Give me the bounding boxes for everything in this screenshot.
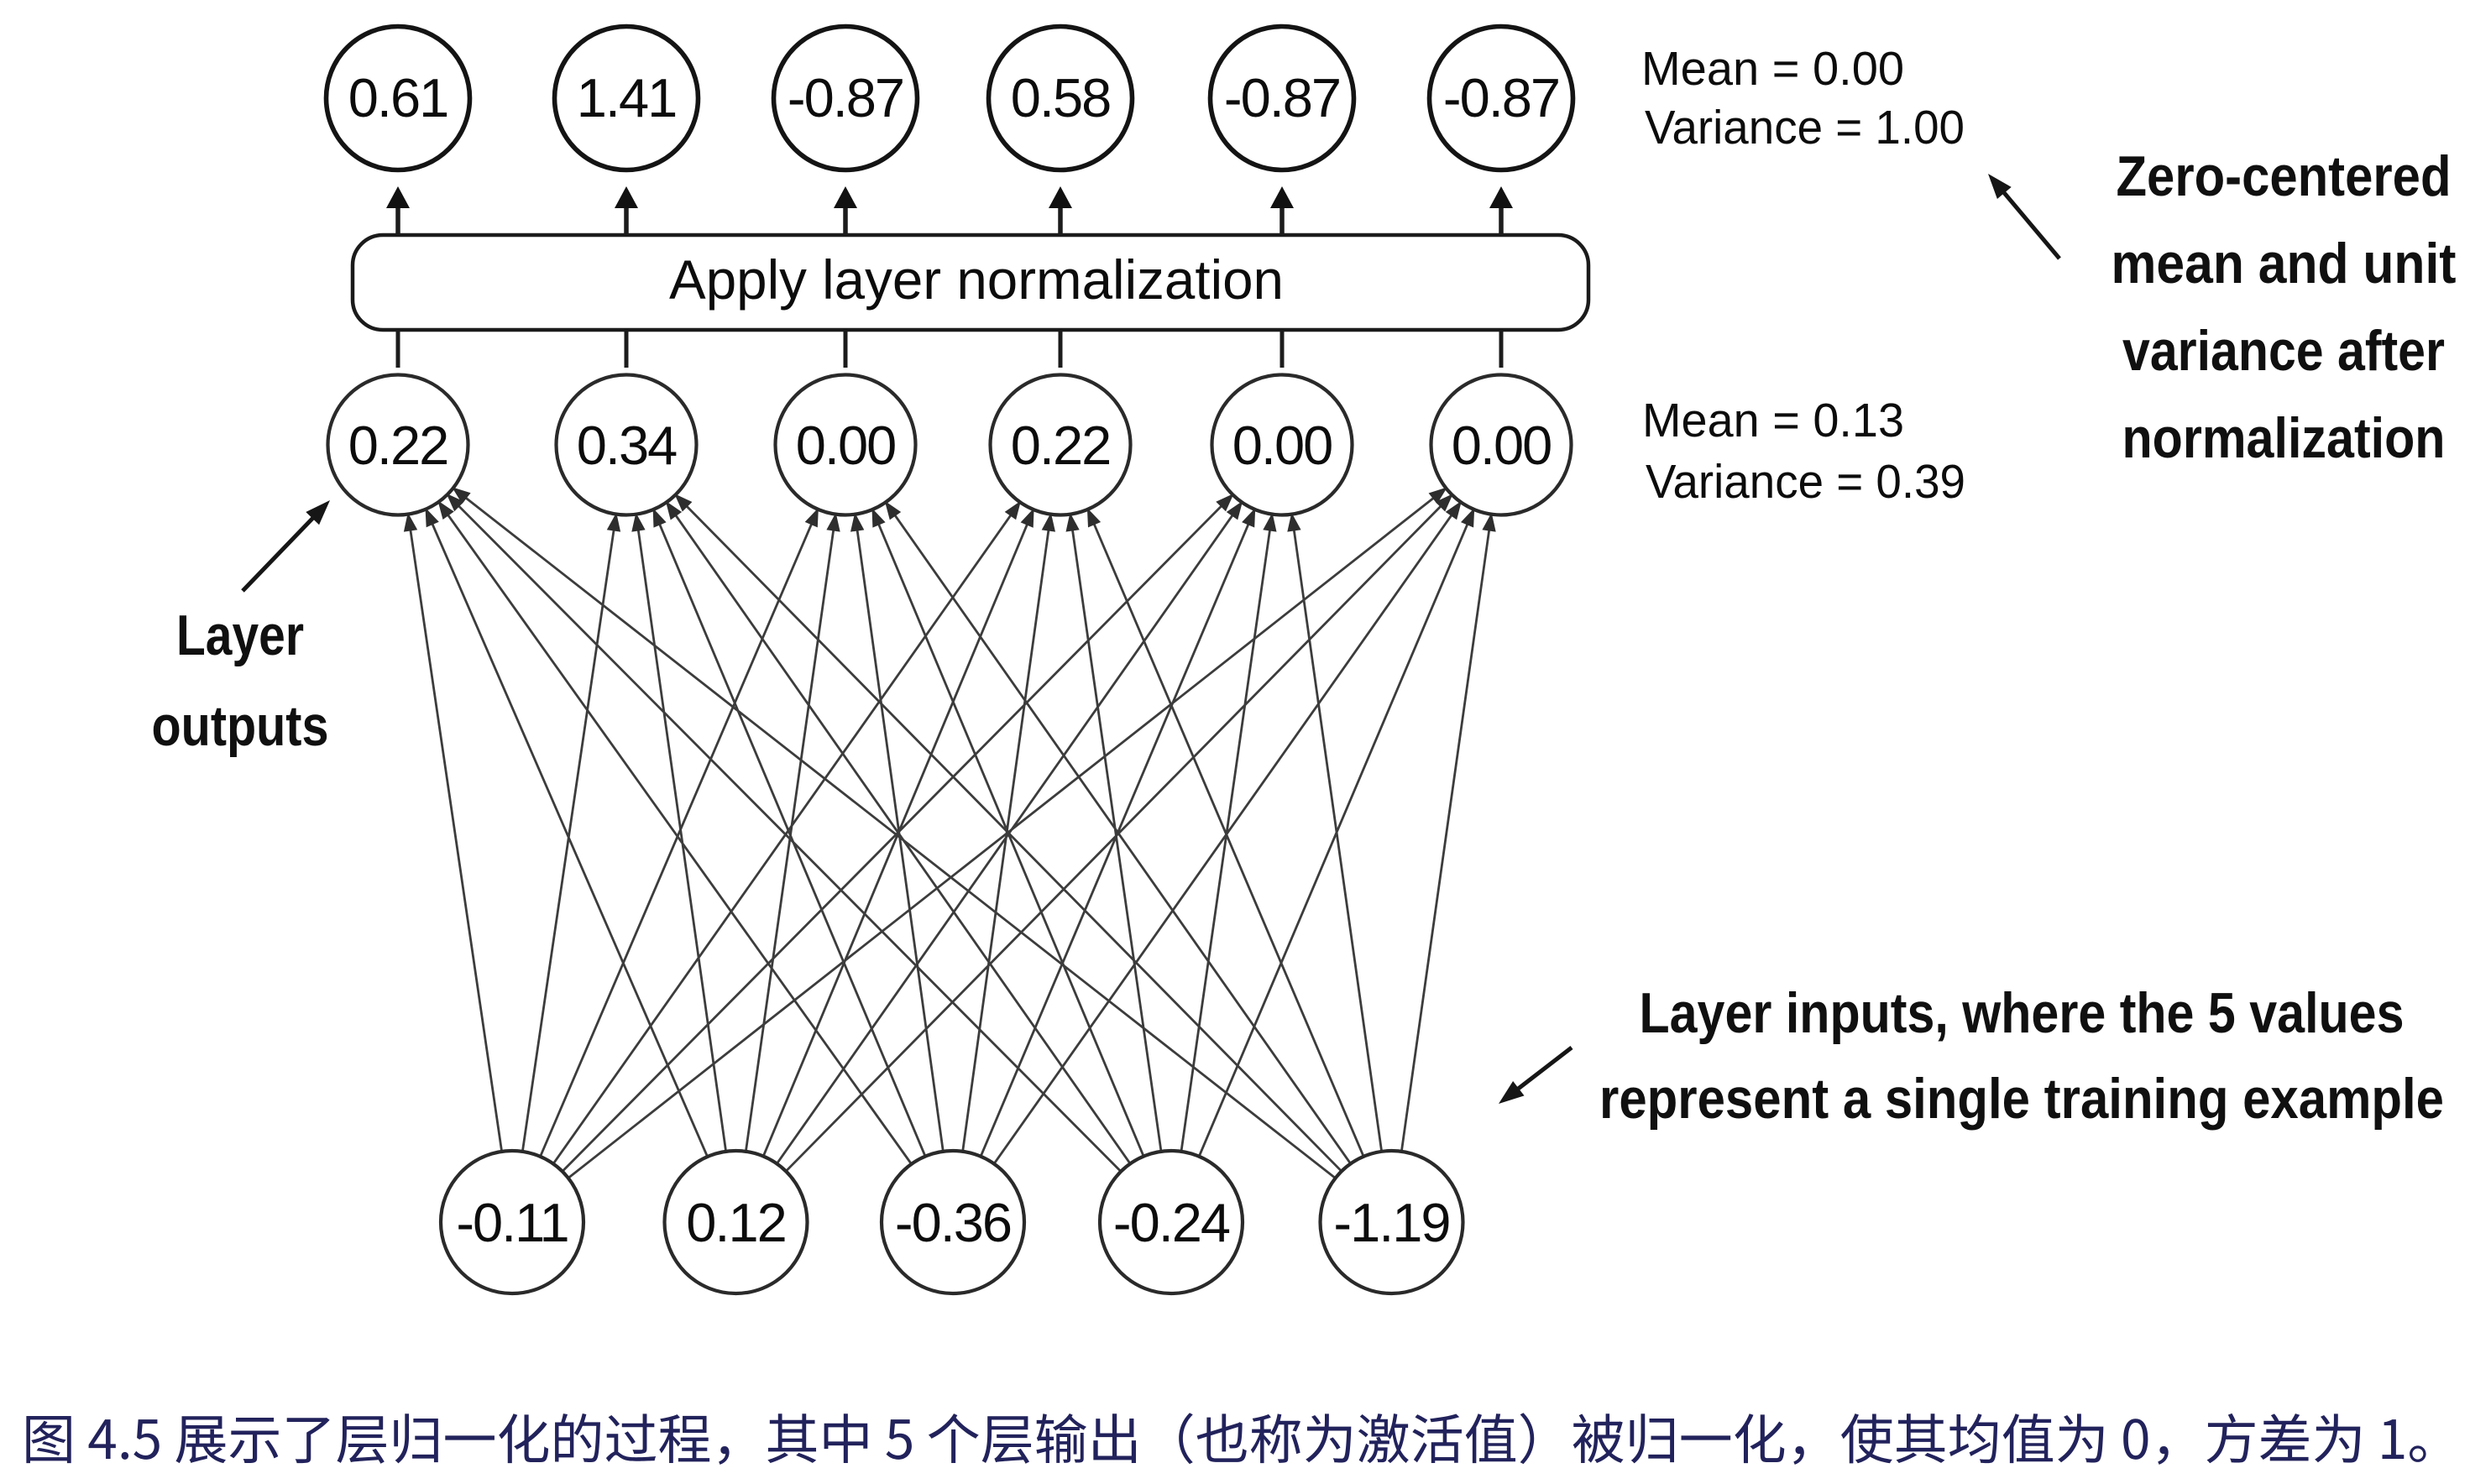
- svg-text:Layer: Layer: [176, 604, 304, 667]
- svg-text:Mean = 0.13: Mean = 0.13: [1642, 394, 1904, 447]
- svg-text:0.00: 0.00: [796, 415, 896, 476]
- svg-text:Layer inputs, where the 5 valu: Layer inputs, where the 5 values: [1640, 981, 2405, 1045]
- svg-text:0.34: 0.34: [577, 415, 677, 476]
- svg-text:Variance = 1.00: Variance = 1.00: [1645, 101, 1965, 154]
- svg-text:-0.24: -0.24: [1113, 1192, 1230, 1253]
- svg-text:-0.87: -0.87: [1224, 67, 1340, 128]
- svg-text:Zero-centered: Zero-centered: [2117, 144, 2452, 208]
- svg-text:Variance = 0.39: Variance = 0.39: [1646, 455, 1965, 509]
- svg-text:mean and unit: mean and unit: [2112, 232, 2457, 295]
- svg-text:0.00: 0.00: [1452, 415, 1552, 476]
- svg-text:-0.11: -0.11: [456, 1192, 568, 1253]
- svg-text:-0.87: -0.87: [1443, 67, 1559, 128]
- svg-text:0.58: 0.58: [1011, 67, 1111, 128]
- svg-text:-0.87: -0.87: [788, 67, 903, 128]
- svg-text:Mean = 0.00: Mean = 0.00: [1641, 42, 1904, 96]
- svg-text:1.41: 1.41: [577, 67, 677, 128]
- svg-text:-0.36: -0.36: [895, 1192, 1011, 1253]
- svg-text:0.22: 0.22: [348, 415, 448, 476]
- svg-text:0.22: 0.22: [1011, 415, 1111, 476]
- svg-text:outputs: outputs: [152, 694, 329, 758]
- svg-text:0.12: 0.12: [686, 1192, 786, 1253]
- svg-text:normalization: normalization: [2122, 406, 2446, 470]
- svg-text:represent a single training ex: represent a single training example: [1599, 1067, 2444, 1131]
- svg-text:-1.19: -1.19: [1333, 1192, 1449, 1253]
- svg-text:0.00: 0.00: [1232, 415, 1332, 476]
- svg-text:Apply layer normalization: Apply layer normalization: [669, 248, 1284, 311]
- svg-text:0.61: 0.61: [348, 67, 448, 128]
- svg-text:variance after: variance after: [2122, 319, 2445, 383]
